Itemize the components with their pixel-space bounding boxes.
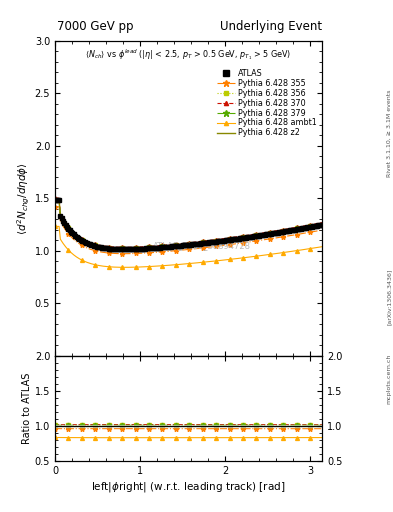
Text: Rivet 3.1.10, ≥ 3.1M events: Rivet 3.1.10, ≥ 3.1M events bbox=[387, 90, 391, 177]
Text: [arXiv:1306.3436]: [arXiv:1306.3436] bbox=[387, 269, 391, 325]
Text: 7000 GeV pp: 7000 GeV pp bbox=[57, 20, 134, 33]
Legend: ATLAS, Pythia 6.428 355, Pythia 6.428 356, Pythia 6.428 370, Pythia 6.428 379, P: ATLAS, Pythia 6.428 355, Pythia 6.428 35… bbox=[215, 67, 318, 139]
Y-axis label: $\langle d^2 N_{chg}/d\eta d\phi \rangle$: $\langle d^2 N_{chg}/d\eta d\phi \rangle… bbox=[16, 162, 32, 235]
Text: Underlying Event: Underlying Event bbox=[220, 20, 322, 33]
Y-axis label: Ratio to ATLAS: Ratio to ATLAS bbox=[22, 373, 32, 444]
X-axis label: left|$\phi$right| (w.r.t. leading track) [rad]: left|$\phi$right| (w.r.t. leading track)… bbox=[92, 480, 286, 494]
Text: $\langle N_{ch}\rangle$ vs $\phi^{lead}$ ($|\eta|$ < 2.5, $p_T$ > 0.5 GeV, $p_{T: $\langle N_{ch}\rangle$ vs $\phi^{lead}$… bbox=[85, 47, 292, 62]
Bar bbox=[55, 425, 322, 427]
Text: mcplots.cern.ch: mcplots.cern.ch bbox=[387, 354, 391, 404]
Text: ATLAS_2010_S8894728: ATLAS_2010_S8894728 bbox=[153, 241, 251, 250]
